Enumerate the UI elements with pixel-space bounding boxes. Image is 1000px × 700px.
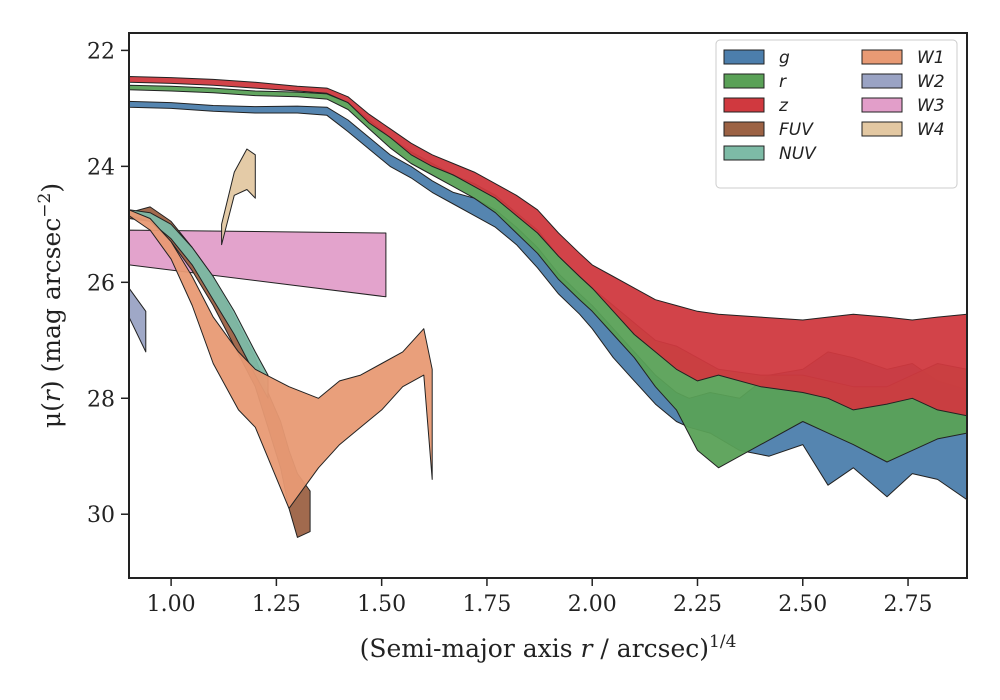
legend-swatch-fuv <box>723 121 765 137</box>
y-tick-label: 26 <box>87 271 115 296</box>
legend-label-w4: W4 <box>917 120 945 140</box>
series-area-w4 <box>221 148 256 246</box>
x-tick-label: 2.00 <box>568 592 617 617</box>
x-tick-label: 2.75 <box>884 592 933 617</box>
y-tick-label: 22 <box>87 39 115 64</box>
legend-label-z: z <box>778 96 789 116</box>
y-axis-ticks: 22 24 26 28 30 <box>87 39 129 528</box>
legend-label-fuv: FUV <box>779 120 814 140</box>
legend-label-r: r <box>779 72 787 92</box>
legend: grz FUV NUV W1 W2 W3 W4 <box>715 39 958 189</box>
legend-label-nuv: NUV <box>779 144 817 164</box>
legend-swatch-w4 <box>861 121 903 137</box>
legend-swatch-w2 <box>861 73 903 89</box>
x-tick-label: 1.75 <box>462 592 511 617</box>
series-area-w2 <box>129 287 147 353</box>
x-tick-label: 2.50 <box>778 592 827 617</box>
x-axis-ticks: 1.00 1.25 1.50 1.75 2.00 2.25 2.50 2.75 <box>147 578 933 617</box>
legend-swatch-w1 <box>861 49 903 65</box>
legend-label-w1: W1 <box>917 48 945 68</box>
legend-swatch-r <box>723 73 765 89</box>
x-tick-label: 1.50 <box>357 592 406 617</box>
x-tick-label: 1.00 <box>147 592 196 617</box>
series-area-w1 <box>129 209 433 509</box>
plot-frame <box>128 32 968 579</box>
y-tick-label: 28 <box>87 387 115 412</box>
x-axis-label: (Semi-major axis r / arcsec)1/4 <box>360 632 737 663</box>
legend-label-w3: W3 <box>917 96 945 116</box>
series-area-w3 <box>129 229 387 298</box>
y-axis-label: μ(r) (mag arcsec−2) <box>35 183 66 428</box>
x-tick-label: 1.25 <box>252 592 301 617</box>
series-areas <box>129 76 967 538</box>
legend-label-g: g <box>779 48 790 68</box>
series-area-z <box>129 76 967 417</box>
x-tick-label: 2.25 <box>673 592 722 617</box>
y-tick-label: 24 <box>87 155 115 180</box>
legend-swatch-nuv <box>723 145 765 161</box>
legend-label-w2: W2 <box>917 72 945 92</box>
legend-swatch-g <box>723 49 765 65</box>
y-tick-label: 30 <box>87 503 115 528</box>
legend-swatch-z <box>723 97 765 113</box>
legend-swatch-w3 <box>861 97 903 113</box>
